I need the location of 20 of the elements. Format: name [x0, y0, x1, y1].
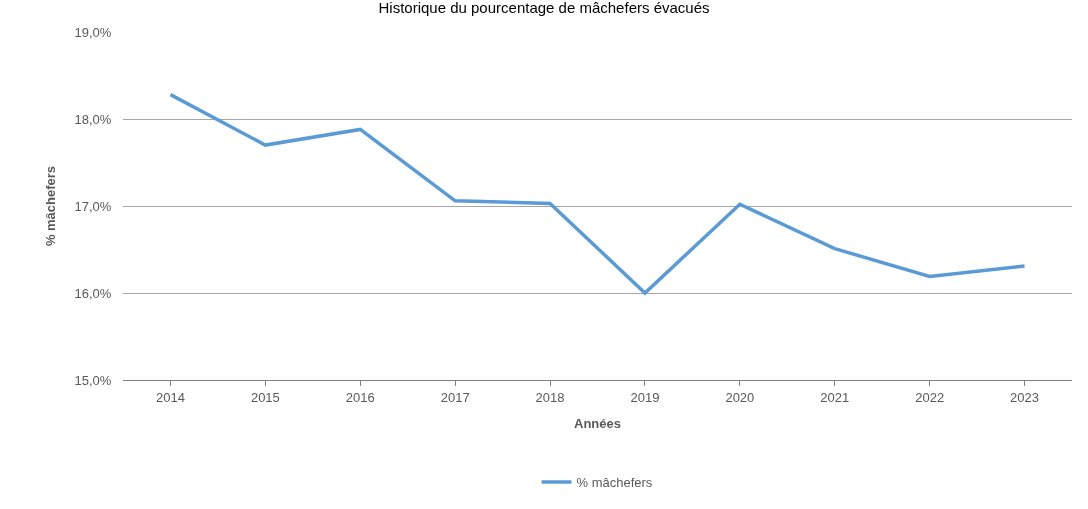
y-tick-label: 15,0%: [74, 372, 112, 388]
y-axis-title: % mâchefers: [43, 165, 59, 247]
y-tick-label: 16,0%: [74, 285, 112, 301]
line-series: [168, 92, 1027, 295]
x-tick-label: 2020: [725, 389, 755, 405]
x-tick-label: 2015: [250, 389, 280, 405]
x-tick-label: 2018: [535, 389, 565, 405]
x-tick-label: 2021: [820, 389, 850, 405]
x-tick-label: 2022: [915, 389, 945, 405]
x-axis-title: Années: [574, 416, 621, 432]
y-tick-label: 18,0%: [74, 111, 112, 127]
x-tick-label: 2017: [440, 389, 470, 405]
x-tick-label: 2023: [1010, 389, 1040, 405]
legend-label: % mâchefers: [576, 475, 653, 491]
y-tick-label: 17,0%: [74, 198, 112, 214]
x-tick-label: 2014: [155, 389, 185, 405]
x-tick-label: 2019: [630, 389, 660, 405]
y-tick-label: 19,0%: [74, 24, 112, 40]
chart-title: Historique du pourcentage de mâchefers évacués: [378, 0, 710, 17]
x-tick-label: 2016: [345, 389, 375, 405]
